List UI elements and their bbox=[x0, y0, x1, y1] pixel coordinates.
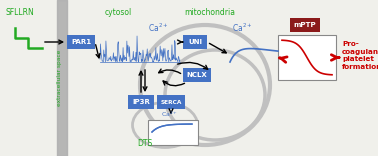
Text: cytosol: cytosol bbox=[104, 8, 132, 17]
Text: SERCA: SERCA bbox=[160, 100, 182, 105]
FancyBboxPatch shape bbox=[278, 35, 336, 80]
Text: mitochondria: mitochondria bbox=[184, 8, 235, 17]
Text: $\mathregular{Ca^{2+}}$: $\mathregular{Ca^{2+}}$ bbox=[148, 22, 169, 34]
FancyBboxPatch shape bbox=[183, 68, 211, 82]
Text: mPTP: mPTP bbox=[294, 22, 316, 28]
FancyBboxPatch shape bbox=[67, 35, 95, 49]
Text: PAR1: PAR1 bbox=[71, 39, 91, 45]
Text: IP3R: IP3R bbox=[132, 99, 150, 105]
Text: $\mathregular{Ca^{2+}}$: $\mathregular{Ca^{2+}}$ bbox=[161, 110, 178, 119]
FancyBboxPatch shape bbox=[183, 35, 207, 49]
Text: extracellular space: extracellular space bbox=[57, 50, 62, 106]
FancyBboxPatch shape bbox=[290, 18, 320, 32]
Text: SFLLRN: SFLLRN bbox=[5, 8, 34, 17]
Text: NCLX: NCLX bbox=[187, 72, 208, 78]
Text: Pro-
coagulant
platelet
formation: Pro- coagulant platelet formation bbox=[342, 41, 378, 70]
FancyBboxPatch shape bbox=[148, 120, 198, 145]
Text: DTS: DTS bbox=[137, 139, 152, 148]
FancyBboxPatch shape bbox=[128, 95, 154, 109]
Text: UNI: UNI bbox=[188, 39, 202, 45]
FancyBboxPatch shape bbox=[157, 95, 185, 109]
Text: $\mathregular{Ca^{2+}}$: $\mathregular{Ca^{2+}}$ bbox=[232, 22, 253, 34]
